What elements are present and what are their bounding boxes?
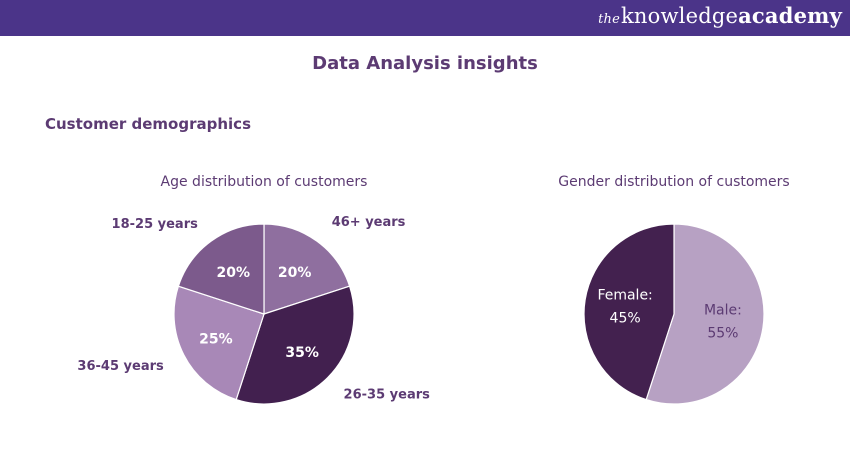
age-slice-label-3: 18-25 years [112, 217, 199, 232]
gender-slice-1[interactable] [583, 223, 675, 401]
age-slice-label-1: 26-35 years [344, 388, 431, 403]
age-slice-value-2: 25% [199, 332, 233, 348]
section-title: Customer demographics [45, 115, 251, 133]
age-slice-label-2: 36-45 years [77, 359, 164, 374]
age-slice-value-0: 20% [278, 265, 312, 281]
age-slice-value-1: 35% [285, 345, 319, 361]
gender-slice-label-0: Male: [704, 303, 742, 319]
gender-slice-value-0: 55% [707, 326, 738, 342]
gender-chart-title: Gender distribution of customers [558, 174, 790, 190]
gender-slice-0[interactable] [645, 223, 765, 405]
brand-name: knowledge [620, 4, 739, 28]
age-pie-chart: 20% 46+ years 35% 26-35 years 25% 36-45 years… [77, 215, 431, 405]
gender-pie-chart: Male: 55% Female: 45% [583, 223, 765, 405]
age-slice-0[interactable] [263, 223, 351, 315]
gender-slice-value-1: 45% [610, 310, 641, 326]
page-title: Data Analysis insights [312, 53, 538, 74]
age-slice-2[interactable] [173, 285, 265, 401]
age-slice-1[interactable] [235, 285, 355, 405]
gender-slice-label-1: Female: [597, 287, 652, 303]
age-slice-3[interactable] [177, 223, 265, 315]
age-slice-value-3: 20% [217, 265, 251, 281]
age-chart-title: Age distribution of customers [160, 174, 368, 190]
header-bar: theknowledgeacademy [0, 0, 850, 36]
age-slice-label-0: 46+ years [332, 215, 406, 230]
brand-logo[interactable]: theknowledgeacademy [598, 3, 842, 28]
brand-prefix: the [598, 12, 620, 27]
brand-suffix: academy [738, 3, 842, 28]
